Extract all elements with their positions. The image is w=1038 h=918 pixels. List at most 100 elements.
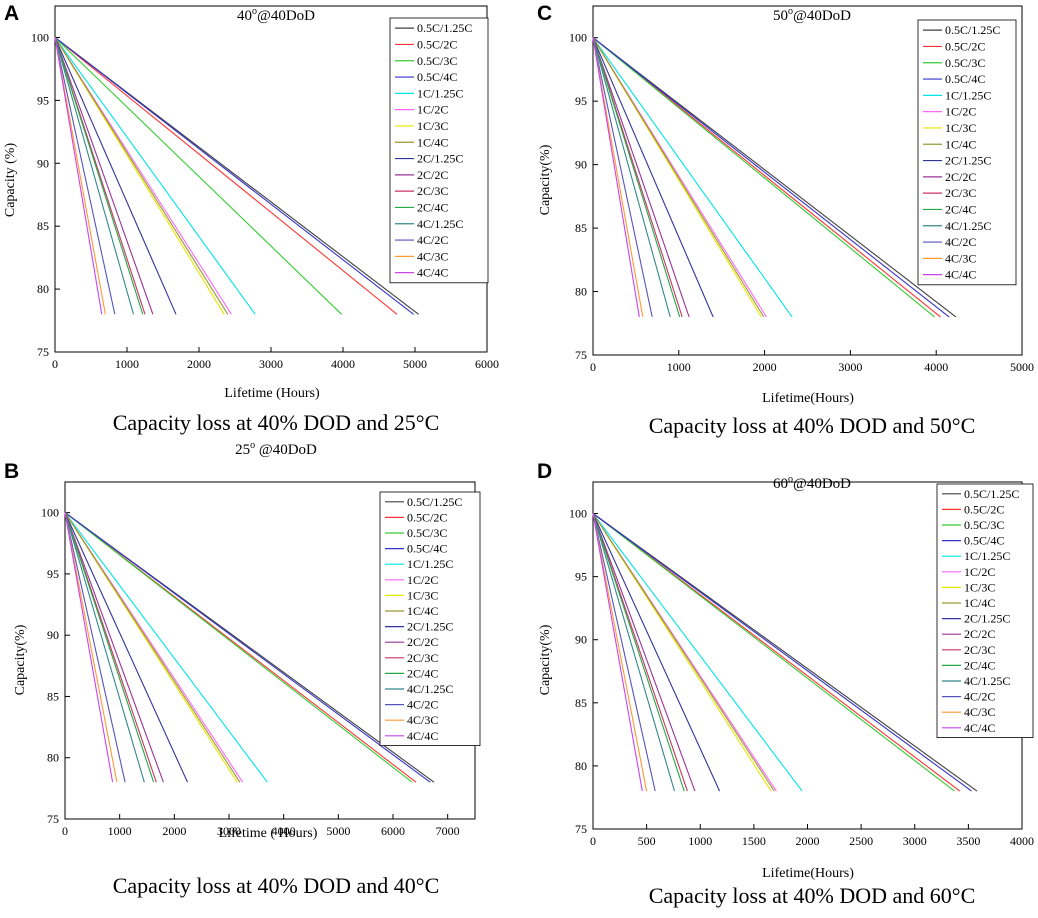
series-line-4c-2c <box>592 513 656 792</box>
x-tick-label: 0 <box>52 357 58 371</box>
series-line-4c-4c <box>54 37 103 315</box>
legend-label: 4C/3C <box>964 705 995 719</box>
y-tick-label: 75 <box>575 822 587 836</box>
legend-label: 4C/1.25C <box>945 219 991 233</box>
y-tick-label: 85 <box>575 696 587 710</box>
series-line-4c-4c <box>592 37 640 317</box>
y-tick-label: 80 <box>575 759 587 773</box>
legend-label: 0.5C/3C <box>407 526 447 540</box>
x-tick-label: 5000 <box>326 824 350 838</box>
y-tick-label: 80 <box>575 285 587 299</box>
x-tick-label: 1000 <box>115 357 139 371</box>
x-tick-label: 1000 <box>688 834 712 848</box>
series-line-4c-4c <box>64 512 114 783</box>
series-line-4c-1-25c <box>592 37 671 318</box>
x-axis-label: Lifetime (Hours) <box>224 386 320 401</box>
legend-label: 2C/3C <box>407 651 438 665</box>
y-tick-label: 80 <box>47 751 59 765</box>
legend-box <box>389 17 489 284</box>
legend-label: 1C/3C <box>417 119 448 133</box>
y-axis-label: Capacity(%) <box>538 624 553 695</box>
series-line-4c-1-25c <box>592 513 676 792</box>
legend-label: 1C/4C <box>407 604 438 618</box>
series-line-2c-1-25c <box>64 512 189 783</box>
series-line-0-5c-4c <box>592 37 950 318</box>
legend-label: 4C/2C <box>417 233 448 247</box>
y-tick-label: 85 <box>47 689 59 703</box>
panel-caption: Capacity loss at 40% DOD and 40°C <box>113 873 440 898</box>
legend-box <box>379 491 481 747</box>
series-line-0-5c-2c <box>54 37 398 315</box>
series-line-2c-1-25c <box>592 37 714 318</box>
y-axis-label: Capacity (%) <box>3 143 18 218</box>
legend-label: 2C/2C <box>417 168 448 182</box>
y-tick-label: 85 <box>575 221 587 235</box>
legend-label: 2C/4C <box>964 658 995 672</box>
chart-title: 40o@40DoD <box>237 6 315 24</box>
series-line-2c-4c <box>54 37 144 315</box>
y-tick-label: 75 <box>575 348 587 362</box>
legend-label: 1C/1.25C <box>407 557 453 571</box>
x-tick-label: 1500 <box>742 834 766 848</box>
legend-label: 1C/2C <box>945 105 976 119</box>
legend-label: 1C/4C <box>945 137 976 151</box>
y-tick-label: 75 <box>37 345 49 359</box>
series-line-1c-1-25c <box>64 512 268 783</box>
legend-label: 0.5C/3C <box>417 54 457 68</box>
y-tick-label: 80 <box>37 282 49 296</box>
y-axis-label: Capacity(%) <box>538 144 553 215</box>
x-tick-label: 4000 <box>924 360 948 374</box>
legend-label: 0.5C/3C <box>964 518 1004 532</box>
legend-label: 1C/3C <box>964 580 995 594</box>
legend-label: 2C/3C <box>945 186 976 200</box>
panel-D: D 60o@40DoD 0 500 1000 1500 2000 2500 3000 3500 40… <box>537 460 1034 908</box>
series-line-2c-1-25c <box>54 37 177 315</box>
x-tick-label: 7000 <box>436 824 460 838</box>
y-tick-label: 100 <box>41 506 59 520</box>
series-line-4c-4c <box>592 513 643 792</box>
y-tick-label: 95 <box>37 93 49 107</box>
legend-label: 2C/3C <box>417 184 448 198</box>
x-tick-label: 3000 <box>838 360 862 374</box>
series-line-4c-1-25c <box>64 512 145 783</box>
series-line-4c-3c <box>54 37 106 315</box>
y-tick-label: 75 <box>47 812 59 826</box>
legend-label: 0.5C/1.25C <box>945 23 1000 37</box>
y-tick-label: 100 <box>569 31 587 45</box>
y-tick-label: 90 <box>575 633 587 647</box>
x-tick-label: 2000 <box>162 824 186 838</box>
legend-label: 0.5C/2C <box>964 502 1004 516</box>
legend-label: 1C/2C <box>417 103 448 117</box>
x-axis-label: Lifetime(Hours) <box>762 866 854 881</box>
y-axis-label: Capacity(%) <box>13 624 28 695</box>
series-line-2c-4c <box>592 37 681 318</box>
series-line-2c-2c <box>64 512 164 783</box>
legend-label: 0.5C/1.25C <box>417 21 472 35</box>
x-axis-label: Lifetime(Hours) <box>762 391 854 406</box>
series-line-4c-2c <box>54 37 116 315</box>
legend-label: 2C/1.25C <box>945 154 991 168</box>
legend-label: 1C/3C <box>945 121 976 135</box>
series-line-0-5c-1-25c <box>592 37 957 318</box>
legend-label: 2C/4C <box>417 200 448 214</box>
series-line-4c-2c <box>592 37 653 318</box>
legend-label: 2C/4C <box>945 202 976 216</box>
legend-label: 4C/2C <box>945 235 976 249</box>
series-line-0-5c-3c <box>54 37 342 315</box>
x-tick-label: 2500 <box>849 834 873 848</box>
legend-label: 2C/1.25C <box>964 612 1010 626</box>
legend-label: 0.5C/4C <box>407 542 447 556</box>
series-line-1c-4c <box>54 37 229 315</box>
legend-label: 2C/3C <box>964 643 995 657</box>
legend-label: 1C/1.25C <box>964 549 1010 563</box>
legend-label: 0.5C/1.25C <box>964 487 1019 501</box>
y-tick-label: 95 <box>575 570 587 584</box>
y-tick-label: 85 <box>37 219 49 233</box>
legend-label: 0.5C/2C <box>417 37 457 51</box>
legend-label: 4C/4C <box>964 721 995 735</box>
legend-label: 0.5C/2C <box>407 510 447 524</box>
legend-label: 0.5C/4C <box>417 70 457 84</box>
series-line-0-5c-3c <box>592 513 955 792</box>
legend-label: 1C/3C <box>407 588 438 602</box>
